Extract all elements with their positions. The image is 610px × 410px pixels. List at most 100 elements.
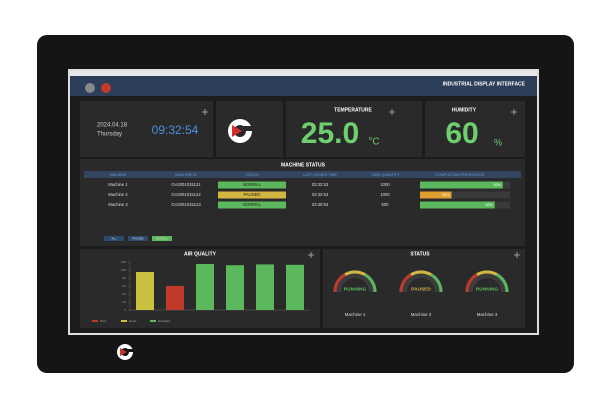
- table-cell: 03:32:53: [312, 192, 329, 197]
- air-title: AIR QUALITY: [184, 251, 217, 257]
- bar: [166, 286, 184, 310]
- bar: [286, 264, 304, 310]
- table-cell: NORMAL: [243, 202, 262, 207]
- legend-label: Poor: [100, 319, 106, 323]
- plus-icons: [202, 109, 520, 258]
- y-tick-label: 120: [121, 260, 126, 264]
- table-cell: Machine 2: [108, 192, 128, 197]
- weekday: Thursday: [97, 132, 122, 138]
- table-cell: 1000: [380, 192, 390, 197]
- column-header: MACHINE: [110, 173, 127, 177]
- header-title: INDUSTRIAL DISPLAY INTERFACE: [443, 81, 526, 87]
- status-panel: [323, 249, 525, 328]
- bar: [226, 265, 244, 310]
- humidity-value: 60: [445, 117, 478, 150]
- date: 2024.04.18: [97, 123, 128, 129]
- gauge-machine: Machine 1: [345, 312, 366, 317]
- column-header: LAST UPDATE TIME: [303, 173, 337, 177]
- gauge-machine: Machine 2: [411, 312, 432, 317]
- bar: [196, 264, 214, 310]
- y-tick-label: 80: [123, 276, 127, 280]
- completion-bar: [420, 191, 452, 199]
- temperature-panel: [286, 101, 422, 157]
- gauge-arc: [430, 273, 443, 293]
- y-tick-label: 20: [123, 300, 127, 304]
- gauge-arc: [410, 270, 432, 277]
- table-cell: GA2001015122: [171, 192, 201, 197]
- status-cell: [218, 191, 286, 199]
- completion-label: 83%: [485, 203, 493, 207]
- table-cell: 03:32:53: [312, 182, 329, 187]
- gauge-arc: [476, 270, 498, 277]
- y-tick-label: 100: [121, 268, 126, 272]
- filter-button-label: ALL: [112, 236, 117, 240]
- legend-label: Good: [129, 319, 137, 323]
- legend-swatch: [150, 320, 156, 322]
- table-header-row: [84, 171, 521, 178]
- temperature-value: 25.0: [301, 117, 359, 150]
- y-tick-label: 40: [123, 292, 127, 296]
- legend-swatch: [121, 320, 127, 322]
- gauge-state: RUNNING: [476, 286, 499, 292]
- status-cell: [218, 181, 286, 189]
- bar: [256, 264, 274, 310]
- filter-button-label: NORMAL: [156, 236, 168, 240]
- header: [70, 76, 537, 96]
- table-cell: GA2001015121: [171, 182, 201, 187]
- table-cell: PAUSED: [244, 192, 261, 197]
- column-header: TUBE QUANTITY: [371, 173, 400, 177]
- status-title: STATUS: [410, 251, 430, 257]
- completion-label: 35%: [442, 193, 450, 197]
- humidity-unit: %: [494, 137, 502, 147]
- gauge-track: [399, 270, 443, 293]
- header-strip: [70, 71, 537, 76]
- table-cell: Machine 3: [108, 202, 128, 207]
- column-header: MACHINE ID: [175, 173, 197, 177]
- table-cell: 1000: [380, 182, 390, 187]
- temperature-unit: °C: [368, 137, 379, 148]
- bar: [136, 272, 154, 310]
- gauge-track: [465, 270, 509, 293]
- completion-label: 92%: [494, 183, 502, 187]
- completion-bar: [420, 181, 503, 189]
- column-header: COMPLETION PERCENTAGE: [435, 173, 485, 177]
- bottom-logo: [117, 344, 134, 360]
- machine-title: MACHINE STATUS: [281, 162, 326, 168]
- gauge-arc: [465, 273, 478, 293]
- filter-button[interactable]: [128, 236, 148, 241]
- gauge-arc: [333, 273, 346, 293]
- table-cell: 03:30:53: [312, 202, 329, 207]
- column-header: STATUS: [245, 173, 259, 177]
- filter-button[interactable]: [104, 236, 124, 241]
- gauge-arc: [364, 273, 377, 293]
- y-tick-label: 60: [123, 284, 127, 288]
- table-cell: Machine 1: [108, 182, 128, 187]
- settings-icon[interactable]: [85, 83, 95, 93]
- temperature-title: TEMPERATURE: [334, 107, 372, 113]
- gauge-state: RUNNING: [344, 286, 367, 292]
- gauge-arc: [399, 273, 412, 293]
- legend-swatch: [92, 320, 98, 322]
- filter-button[interactable]: [152, 236, 172, 241]
- gauge-state: PAUSED: [411, 286, 431, 292]
- gauge-machine: Machine 3: [477, 312, 498, 317]
- time: 09:32:54: [152, 123, 199, 137]
- gauge-arc: [344, 270, 366, 277]
- status-cell: [218, 201, 286, 209]
- humidity-title: HUMIDITY: [452, 107, 477, 113]
- completion-track: [420, 191, 510, 199]
- datetime-panel: [80, 101, 213, 157]
- table-cell: GA2001015123: [171, 202, 201, 207]
- table-cell: NORMAL: [243, 182, 262, 187]
- gauge-track: [333, 270, 377, 293]
- power-icon[interactable]: [101, 83, 111, 93]
- legend-label: Excellent: [158, 319, 170, 323]
- filter-button-label: PAUSED: [132, 236, 143, 240]
- completion-bar: [420, 201, 495, 209]
- humidity-panel: [425, 101, 525, 157]
- gauge-arc: [496, 273, 509, 293]
- table-cell: 500: [382, 202, 390, 207]
- y-tick-label: 0: [124, 308, 126, 312]
